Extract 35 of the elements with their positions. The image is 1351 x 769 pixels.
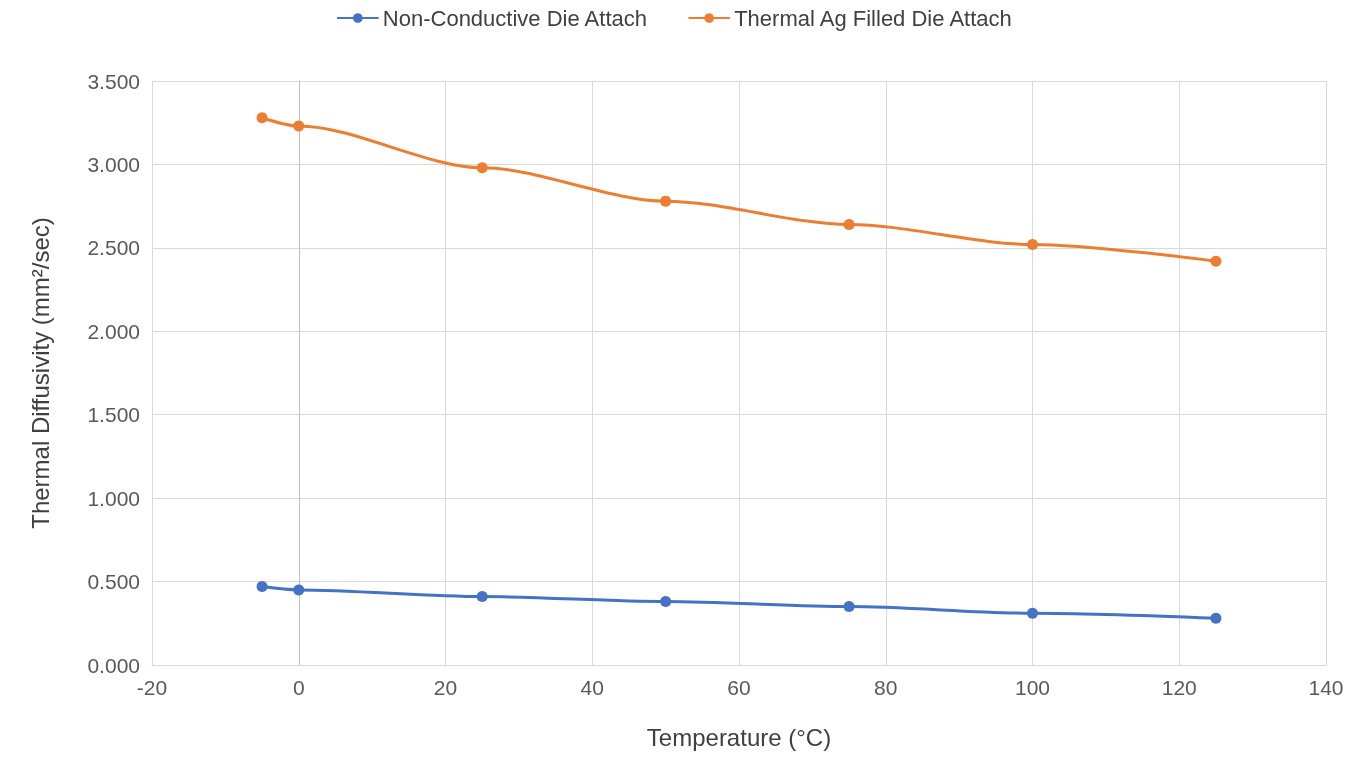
point	[293, 120, 305, 132]
x-tick-label: 120	[1161, 676, 1197, 699]
point	[1210, 255, 1222, 267]
x-tick-label: 40	[580, 676, 604, 699]
point	[843, 601, 855, 613]
y-tick-label: 2.500	[87, 236, 140, 260]
point	[1027, 607, 1038, 619]
y-axis-title: Thermal Diffusivity (mm²/sec)	[26, 217, 54, 529]
x-tick-label: 60	[727, 676, 751, 699]
point	[843, 219, 855, 230]
y-tick-label: 2.000	[87, 319, 140, 343]
point	[476, 591, 488, 603]
point	[1210, 612, 1222, 624]
point	[256, 112, 268, 124]
point	[660, 195, 672, 207]
x-tick-label: 140	[1308, 676, 1344, 699]
y-tick-label: 1.500	[87, 403, 140, 427]
y-tick-label: 3.500	[87, 69, 140, 93]
legend-label: Non-Conductive Die Attach	[382, 5, 647, 31]
y-tick-label: 1.000	[87, 486, 140, 510]
y-tick-label: 0.000	[87, 653, 140, 677]
x-tick-label: 100	[1014, 676, 1051, 699]
point	[256, 581, 268, 593]
x-tick-label: 20	[433, 676, 458, 699]
x-tick-label: 0	[292, 676, 305, 699]
point	[660, 596, 672, 608]
x-axis-title: Temperature (°C)	[646, 723, 832, 751]
y-tick-label: 0.500	[87, 570, 140, 594]
point	[476, 162, 488, 174]
legend-label: Thermal Ag Filled Die Attach	[734, 5, 1012, 31]
point	[1027, 239, 1038, 251]
x-tick-label: 80	[874, 676, 898, 699]
x-tick-label: -20	[136, 676, 168, 699]
y-tick-label: 3.000	[87, 152, 140, 176]
point	[293, 584, 305, 596]
